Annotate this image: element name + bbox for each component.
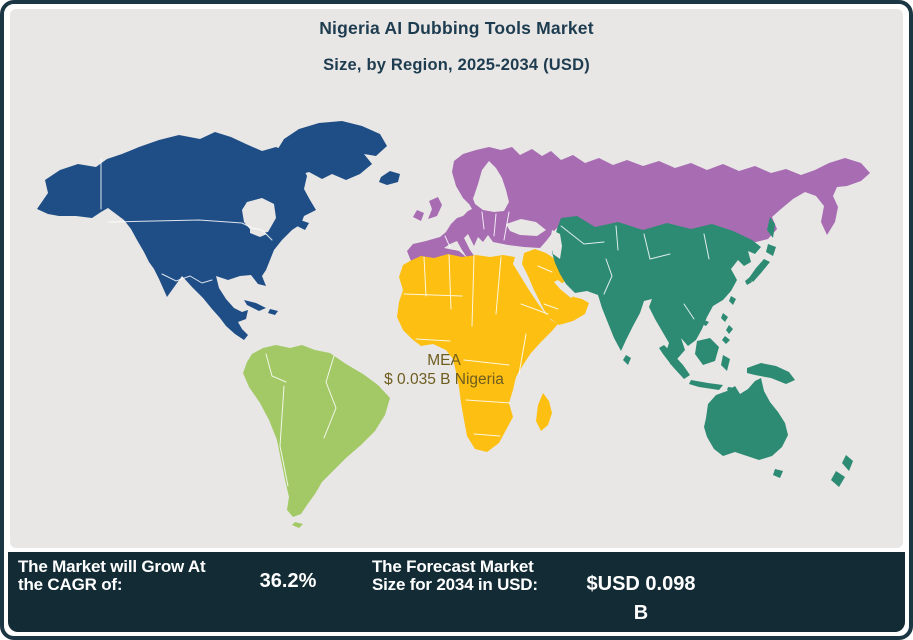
java bbox=[689, 380, 723, 390]
hudson-bay bbox=[242, 198, 276, 234]
japan-kyushu bbox=[745, 277, 752, 285]
great-britain bbox=[428, 197, 442, 219]
newfoundland bbox=[297, 220, 309, 230]
new-zealand-south bbox=[831, 471, 845, 487]
greenland bbox=[276, 121, 387, 180]
forecast-value: $USD 0.098 B bbox=[586, 573, 696, 624]
sumatra bbox=[659, 345, 690, 379]
philippines-3 bbox=[722, 336, 730, 344]
tasmania bbox=[773, 469, 783, 478]
region-south-america bbox=[243, 345, 390, 528]
hainan bbox=[702, 320, 709, 326]
japan-hokkaido bbox=[766, 244, 776, 256]
footer-bar: The Market will Grow At the CAGR of: 36.… bbox=[8, 552, 905, 632]
australia bbox=[704, 378, 788, 460]
forecast-label: The Forecast Market Size for 2034 in USD… bbox=[372, 557, 538, 594]
mea-annotation: MEA $ 0.035 B Nigeria bbox=[362, 351, 526, 389]
north-america-mainland bbox=[37, 132, 316, 340]
madagascar bbox=[536, 393, 552, 431]
europe-russia-mainland bbox=[407, 147, 870, 267]
region-asia-pacific bbox=[552, 216, 853, 487]
region-north-america bbox=[37, 121, 400, 340]
arabian-peninsula bbox=[522, 249, 589, 325]
sulawesi bbox=[721, 355, 730, 371]
cagr-value: 36.2% bbox=[259, 570, 317, 592]
mea-annotation-region: MEA bbox=[427, 352, 461, 369]
page-subtitle: Size, by Region, 2025-2034 (USD) bbox=[323, 56, 590, 74]
philippines-1 bbox=[721, 313, 728, 322]
tierra-del-fuego bbox=[292, 522, 303, 528]
japan-honshu bbox=[749, 259, 770, 282]
philippines-2 bbox=[726, 325, 733, 334]
cagr-label: The Market will Grow At the CAGR of: bbox=[18, 557, 206, 594]
page-title: Nigeria AI Dubbing Tools Market bbox=[319, 18, 594, 38]
great-lakes bbox=[250, 228, 267, 237]
region-mea bbox=[397, 249, 589, 452]
sea-carves bbox=[242, 198, 576, 298]
ireland bbox=[413, 210, 424, 221]
cuba bbox=[244, 300, 266, 311]
black-sea bbox=[506, 219, 546, 236]
persian-gulf bbox=[554, 280, 576, 298]
world-map bbox=[37, 121, 870, 528]
country-borders bbox=[100, 158, 710, 487]
caspian-sea bbox=[550, 230, 562, 259]
hispaniola bbox=[268, 309, 278, 315]
sri-lanka bbox=[623, 355, 631, 365]
iceland bbox=[379, 171, 400, 185]
taiwan bbox=[729, 296, 736, 305]
africa-mainland bbox=[397, 254, 558, 452]
borneo bbox=[695, 338, 719, 365]
new-guinea bbox=[747, 363, 795, 384]
new-zealand-north bbox=[842, 455, 853, 471]
south-america-mainland bbox=[243, 345, 390, 517]
sakhalin bbox=[767, 217, 775, 238]
mea-annotation-value: $ 0.035 B Nigeria bbox=[384, 371, 504, 388]
asia-mainland bbox=[552, 216, 761, 365]
